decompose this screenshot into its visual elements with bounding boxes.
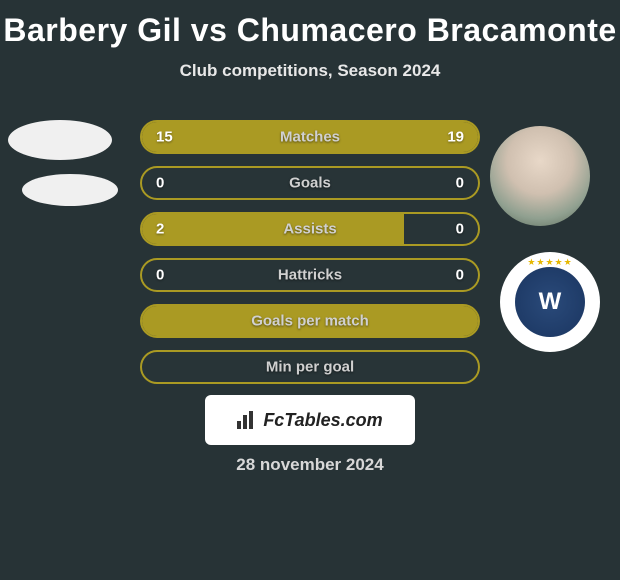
page-title: Barbery Gil vs Chumacero Bracamonte bbox=[0, 0, 620, 49]
club-stars-icon: ★★★★★ bbox=[527, 257, 572, 268]
logo-text: FcTables.com bbox=[263, 410, 382, 431]
stat-value-left: 15 bbox=[156, 129, 173, 146]
stat-label: Matches bbox=[280, 129, 340, 146]
stat-label: Min per goal bbox=[266, 359, 354, 376]
stats-comparison: 15 19 Matches 0 0 Goals 2 0 Assists 0 0 Hattricks Go… bbox=[140, 120, 480, 396]
stat-value-left: 0 bbox=[156, 175, 164, 192]
stat-row: 0 0 Goals bbox=[140, 166, 480, 200]
fctables-logo: FcTables.com bbox=[205, 395, 415, 445]
player2-avatar bbox=[490, 126, 590, 226]
stat-row: 15 19 Matches bbox=[140, 120, 480, 154]
stat-row: Goals per match bbox=[140, 304, 480, 338]
stat-row: Min per goal bbox=[140, 350, 480, 384]
stat-value-right: 19 bbox=[447, 129, 464, 146]
stat-row: 2 0 Assists bbox=[140, 212, 480, 246]
stat-fill-left bbox=[142, 214, 404, 244]
stat-value-right: 0 bbox=[456, 267, 464, 284]
stat-label: Hattricks bbox=[278, 267, 342, 284]
stat-value-left: 0 bbox=[156, 267, 164, 284]
subtitle: Club competitions, Season 2024 bbox=[0, 61, 620, 81]
stat-label: Goals bbox=[289, 175, 331, 192]
stat-value-right: 0 bbox=[456, 175, 464, 192]
stat-value-left: 2 bbox=[156, 221, 164, 238]
date-label: 28 november 2024 bbox=[236, 455, 383, 475]
stat-row: 0 0 Hattricks bbox=[140, 258, 480, 292]
club-badge-letter: W bbox=[515, 267, 585, 337]
player1-avatar-shape-1 bbox=[8, 120, 112, 160]
stat-label: Assists bbox=[283, 221, 336, 238]
player2-club-badge: ★★★★★ W bbox=[500, 252, 600, 352]
bars-icon bbox=[237, 411, 259, 429]
player1-avatar-shape-2 bbox=[22, 174, 118, 206]
stat-label: Goals per match bbox=[251, 313, 369, 330]
stat-value-right: 0 bbox=[456, 221, 464, 238]
